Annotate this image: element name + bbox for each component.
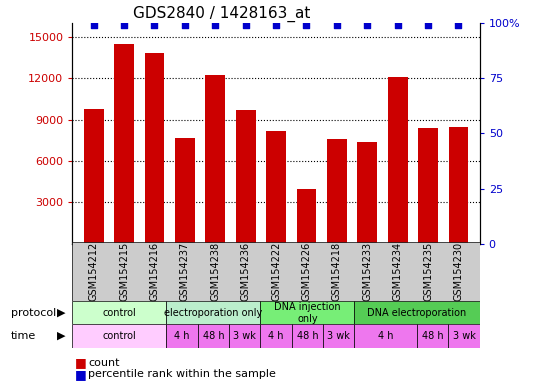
- Point: [90, 22, 98, 28]
- Text: protocol: protocol: [11, 308, 56, 318]
- Bar: [166, 324, 198, 348]
- Text: count: count: [88, 358, 120, 368]
- Bar: [449, 127, 468, 244]
- Text: percentile rank within the sample: percentile rank within the sample: [88, 369, 277, 379]
- Text: GSM154218: GSM154218: [332, 242, 342, 301]
- Text: ▶: ▶: [57, 308, 66, 318]
- Text: 3 wk: 3 wk: [233, 331, 256, 341]
- Bar: [175, 137, 195, 244]
- Bar: [292, 324, 323, 348]
- Point: [302, 22, 311, 28]
- Point: [332, 22, 341, 28]
- Bar: [72, 324, 166, 348]
- Point: [454, 22, 463, 28]
- Text: time: time: [11, 331, 36, 341]
- Text: electroporation only: electroporation only: [164, 308, 263, 318]
- Text: GDS2840 / 1428163_at: GDS2840 / 1428163_at: [133, 5, 311, 22]
- Text: 48 h: 48 h: [422, 331, 443, 341]
- Point: [272, 22, 280, 28]
- Text: GSM154235: GSM154235: [423, 242, 433, 301]
- Text: control: control: [102, 331, 136, 341]
- Bar: [236, 110, 256, 244]
- Text: ▶: ▶: [57, 331, 66, 341]
- Bar: [84, 109, 103, 244]
- Bar: [145, 53, 165, 244]
- Bar: [354, 301, 480, 324]
- Point: [181, 22, 189, 28]
- Text: GSM154222: GSM154222: [271, 242, 281, 301]
- Bar: [327, 139, 347, 244]
- Text: GSM154226: GSM154226: [301, 242, 311, 301]
- Bar: [266, 131, 286, 244]
- Bar: [418, 128, 438, 244]
- Bar: [388, 77, 407, 244]
- Bar: [166, 301, 260, 324]
- Text: 3 wk: 3 wk: [452, 331, 475, 341]
- Text: GSM154230: GSM154230: [453, 242, 464, 301]
- Text: GSM154233: GSM154233: [362, 242, 372, 301]
- Text: GSM154212: GSM154212: [88, 242, 99, 301]
- Bar: [72, 301, 166, 324]
- Text: control: control: [102, 308, 136, 318]
- Text: 4 h: 4 h: [174, 331, 190, 341]
- Bar: [296, 189, 316, 244]
- Bar: [323, 324, 354, 348]
- Text: GSM154236: GSM154236: [241, 242, 251, 301]
- Text: 48 h: 48 h: [296, 331, 318, 341]
- Bar: [260, 324, 292, 348]
- Point: [424, 22, 433, 28]
- Bar: [114, 44, 134, 244]
- Text: GSM154216: GSM154216: [150, 242, 159, 301]
- Bar: [449, 324, 480, 348]
- Bar: [72, 242, 480, 301]
- Point: [120, 22, 128, 28]
- Bar: [198, 324, 229, 348]
- Bar: [358, 142, 377, 244]
- Point: [393, 22, 402, 28]
- Text: 3 wk: 3 wk: [327, 331, 350, 341]
- Point: [211, 22, 220, 28]
- Point: [241, 22, 250, 28]
- Text: 4 h: 4 h: [269, 331, 284, 341]
- Text: 4 h: 4 h: [378, 331, 393, 341]
- Point: [150, 22, 159, 28]
- Text: ■: ■: [75, 356, 87, 369]
- Text: GSM154238: GSM154238: [210, 242, 220, 301]
- Bar: [260, 301, 354, 324]
- Text: DNA injection
only: DNA injection only: [274, 302, 341, 324]
- Text: GSM154237: GSM154237: [180, 242, 190, 301]
- Bar: [417, 324, 449, 348]
- Text: 48 h: 48 h: [203, 331, 224, 341]
- Text: DNA electroporation: DNA electroporation: [367, 308, 467, 318]
- Bar: [205, 76, 225, 244]
- Point: [363, 22, 371, 28]
- Bar: [229, 324, 260, 348]
- Text: GSM154234: GSM154234: [393, 242, 403, 301]
- Text: ■: ■: [75, 368, 87, 381]
- Text: GSM154215: GSM154215: [119, 242, 129, 301]
- Bar: [354, 324, 417, 348]
